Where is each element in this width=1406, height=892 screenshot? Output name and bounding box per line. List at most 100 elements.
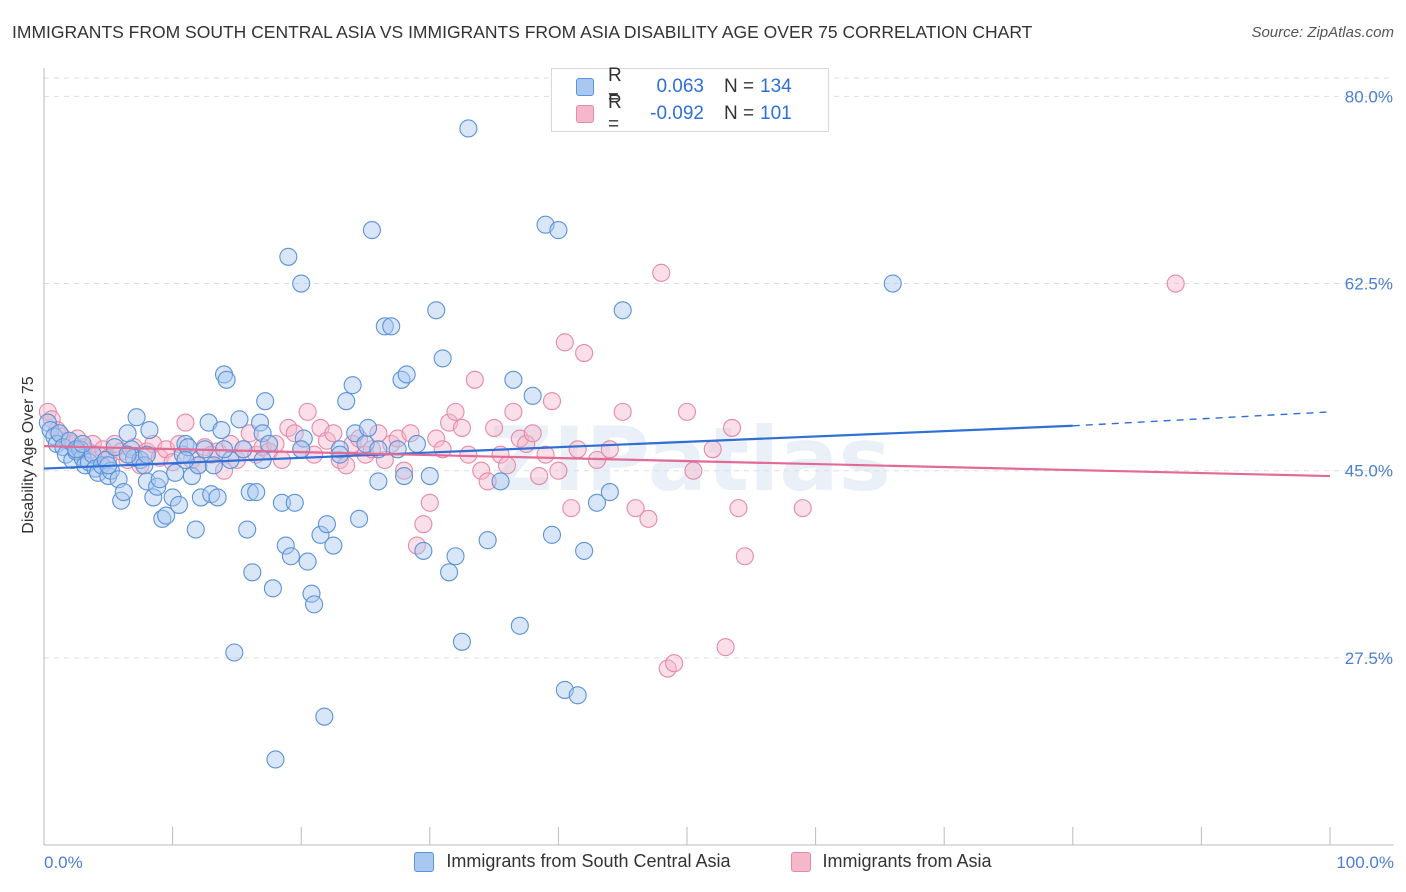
point-south-central-asia [298, 552, 317, 571]
point-asia [446, 402, 465, 421]
point-asia [395, 461, 414, 480]
point-asia [575, 344, 594, 363]
point-south-central-asia [118, 445, 137, 464]
point-south-central-asia [542, 525, 562, 544]
r-value: 0.063 [656, 76, 704, 97]
point-south-central-asia [266, 750, 285, 769]
point-south-central-asia [305, 595, 324, 614]
point-south-central-asia [256, 392, 275, 411]
correlation-legend: R = 0.063 N = 134 R = -0.092 N = 101 [551, 65, 829, 135]
point-south-central-asia [272, 493, 291, 512]
point-south-central-asia [250, 413, 270, 432]
legend-swatch-pink [790, 851, 811, 872]
point-south-central-asia [234, 440, 253, 459]
point-south-central-asia [253, 424, 272, 443]
point-south-central-asia [144, 488, 163, 507]
point-south-central-asia [114, 483, 133, 502]
legend-row-pink: R = -0.092 N = 101 [576, 92, 792, 135]
point-asia [94, 440, 113, 459]
point-asia [523, 424, 542, 443]
point-south-central-asia [459, 119, 478, 138]
point-asia [497, 456, 517, 475]
point-south-central-asia [510, 616, 529, 635]
point-asia [562, 499, 581, 518]
point-asia [793, 499, 812, 518]
point-south-central-asia [148, 477, 167, 496]
point-south-central-asia [407, 434, 426, 454]
point-south-central-asia [420, 466, 439, 486]
point-south-central-asia [392, 370, 411, 389]
axes [43, 68, 1394, 846]
point-asia [600, 440, 619, 459]
point-south-central-asia [324, 536, 343, 555]
point-asia [735, 547, 754, 566]
point-south-central-asia [230, 410, 249, 429]
point-asia [285, 424, 304, 443]
point-south-central-asia [186, 520, 205, 539]
point-south-central-asia [225, 643, 244, 662]
point-south-central-asia [276, 536, 295, 555]
point-asia [703, 440, 722, 459]
point-asia [459, 445, 478, 464]
trend-line-asia [43, 444, 1331, 478]
point-south-central-asia [523, 386, 542, 405]
y-tick-label: 27.5% [1345, 649, 1393, 668]
point-asia [317, 431, 336, 450]
point-south-central-asia [397, 365, 416, 384]
point-south-central-asia [208, 488, 227, 507]
point-south-central-asia [140, 421, 159, 440]
point-south-central-asia [163, 488, 182, 507]
y-tick-label: 45.0% [1345, 462, 1393, 481]
point-south-central-asia [575, 541, 594, 560]
point-asia [420, 493, 439, 512]
point-south-central-asia [369, 472, 388, 491]
point-south-central-asia [330, 445, 349, 464]
point-south-central-asia [240, 483, 259, 502]
r-label: R = [608, 92, 622, 135]
point-south-central-asia [478, 531, 497, 550]
point-south-central-asia [292, 274, 311, 293]
point-south-central-asia [504, 370, 523, 389]
point-asia [626, 499, 645, 518]
point-south-central-asia [294, 429, 313, 448]
point-south-central-asia [50, 424, 69, 443]
point-asia [684, 461, 703, 480]
point-south-central-asia [587, 493, 607, 512]
point-asia [452, 418, 472, 437]
point-asia [542, 392, 562, 411]
point-south-central-asia [427, 301, 446, 320]
point-south-central-asia [212, 421, 231, 440]
point-asia [414, 515, 433, 534]
point-south-central-asia [259, 434, 279, 454]
point-south-central-asia [150, 470, 169, 489]
point-south-central-asia [452, 632, 472, 651]
source-label: Source: ZipAtlas.com [1251, 24, 1394, 41]
point-south-central-asia [375, 317, 394, 336]
y-axis-title: Disability Age Over 75 [20, 376, 37, 534]
y-tick-label: 62.5% [1345, 275, 1393, 294]
point-south-central-asia [433, 349, 452, 368]
n-value: 101 [760, 103, 792, 124]
point-south-central-asia [302, 584, 321, 603]
point-south-central-asia [182, 466, 201, 486]
y-tick-labels: 27.5% 45.0% 62.5% 80.0% [1345, 87, 1393, 667]
n-value: 134 [760, 76, 792, 97]
point-asia [472, 461, 491, 480]
point-south-central-asia [362, 221, 381, 240]
point-south-central-asia [204, 456, 223, 475]
point-asia [401, 424, 420, 443]
point-south-central-asia [292, 440, 311, 459]
point-asia [639, 509, 658, 528]
point-south-central-asia [600, 483, 619, 502]
point-asia [465, 370, 484, 389]
point-asia [549, 461, 568, 480]
trend-line-south-central-asia [43, 424, 1073, 470]
point-south-central-asia [491, 472, 510, 491]
n-label: N = [724, 103, 755, 124]
watermark: ZIPatlas [489, 408, 891, 511]
point-south-central-asia [73, 434, 92, 454]
point-south-central-asia [279, 247, 298, 266]
point-south-central-asia [157, 506, 176, 525]
legend-label: Immigrants from South Central Asia [446, 851, 731, 871]
